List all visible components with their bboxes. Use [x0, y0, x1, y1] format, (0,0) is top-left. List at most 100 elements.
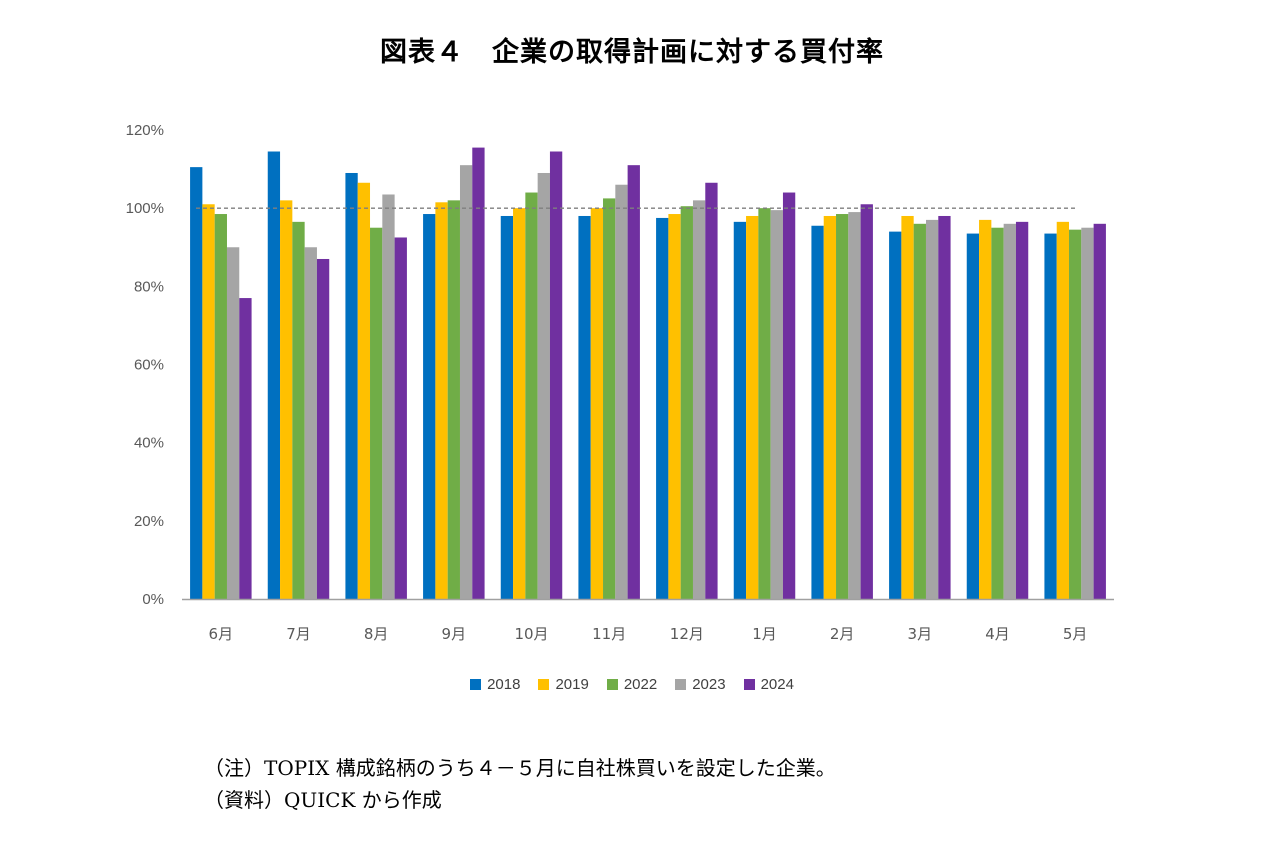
bar-2024-1 [316, 258, 330, 599]
bar-2019-7 [746, 215, 759, 600]
x-tick-label: 8月 [364, 625, 389, 643]
bar-2019-0 [202, 204, 215, 599]
bar-2022-10 [991, 227, 1004, 599]
bar-2024-2 [394, 237, 407, 600]
legend-swatch [470, 679, 482, 690]
y-tick-label: 0% [142, 591, 164, 608]
bar-2019-9 [901, 215, 914, 600]
x-tick-label: 3月 [908, 625, 933, 643]
bar-2023-11 [1081, 227, 1094, 599]
bar-2023-4 [537, 172, 550, 600]
bar-2018-7 [733, 221, 747, 599]
bar-2023-9 [925, 219, 939, 599]
bars-group [190, 147, 1106, 600]
bar-2022-0 [214, 214, 227, 599]
bar-2022-2 [370, 227, 383, 599]
bar-2022-1 [292, 221, 305, 599]
bar-2018-3 [423, 214, 436, 599]
legend-item-2022: 2022 [606, 676, 658, 693]
legend-swatch [538, 679, 550, 690]
bar-2018-8 [811, 225, 824, 599]
x-tick-label: 6月 [209, 625, 234, 643]
bar-2023-1 [304, 247, 317, 599]
bar-2023-3 [459, 165, 473, 600]
bar-2022-4 [525, 192, 538, 599]
legend-item-2023: 2023 [675, 676, 726, 693]
bar-2024-4 [549, 151, 563, 599]
bar-2023-8 [848, 212, 861, 599]
x-tick-label: 4月 [985, 625, 1010, 643]
bar-2019-4 [513, 208, 526, 600]
bar-2023-7 [770, 210, 783, 599]
legend-label: 2018 [487, 676, 521, 693]
bar-2018-2 [345, 172, 358, 600]
y-axis-ticks: 0% 20% 40% 60% 80% 100% 120% [126, 122, 164, 608]
legend: 2018 2019 2022 2023 2024 [0, 676, 1264, 693]
bar-2024-11 [1093, 223, 1106, 600]
y-tick-label: 20% [134, 513, 164, 530]
bar-2018-10 [966, 233, 980, 599]
legend-item-2019: 2019 [538, 676, 589, 693]
bar-2024-8 [860, 204, 873, 599]
bar-2024-7 [782, 192, 796, 599]
bar-2018-4 [500, 215, 514, 600]
y-tick-label: 40% [134, 435, 164, 452]
legend-item-2024: 2024 [743, 676, 794, 693]
y-tick-label: 100% [126, 200, 164, 217]
notes: （注）TOPIX 構成銘柄のうち４－５月に自社株買いを設定した企業。 （資料）Q… [204, 752, 836, 816]
x-tick-label: 12月 [670, 625, 704, 643]
bar-2022-11 [1069, 229, 1082, 599]
x-tick-label: 9月 [442, 625, 467, 643]
bar-2019-2 [357, 182, 371, 599]
legend-swatch [743, 679, 755, 690]
bar-2024-0 [239, 298, 252, 599]
bar-2023-0 [226, 247, 240, 599]
bar-2019-10 [979, 219, 992, 599]
bar-2019-11 [1056, 221, 1070, 599]
bar-2018-9 [889, 231, 902, 599]
bar-2019-6 [668, 214, 681, 599]
x-tick-label: 11月 [592, 625, 626, 643]
bar-2022-6 [680, 206, 693, 599]
bar-2023-6 [692, 200, 706, 599]
bar-2018-6 [656, 217, 669, 599]
bar-2023-5 [615, 184, 628, 599]
bar-2024-5 [627, 165, 640, 600]
legend-item-2018: 2018 [470, 676, 520, 693]
bar-2022-8 [836, 214, 849, 599]
bar-2023-10 [1003, 223, 1016, 600]
bar-2018-5 [578, 215, 591, 600]
chart-title: 図表４ 企業の取得計画に対する買付率 [380, 37, 884, 68]
bar-2024-3 [472, 147, 485, 599]
x-tick-label: 7月 [286, 625, 311, 643]
bar-2024-10 [1015, 221, 1029, 599]
bar-2024-6 [705, 182, 718, 599]
legend-label: 2022 [623, 676, 658, 693]
bar-2022-7 [758, 208, 771, 600]
x-tick-label: 10月 [514, 625, 548, 643]
x-axis-labels: 6月 7月 8月 9月 10月 11月 12月 1月 2月 3月 4月 5月 [209, 625, 1088, 643]
note-line: （注）TOPIX 構成銘柄のうち４－５月に自社株買いを設定した企業。 [204, 756, 836, 780]
bar-2018-1 [267, 151, 281, 599]
legend-swatch [606, 679, 618, 690]
y-tick-label: 80% [134, 278, 164, 295]
source-line: （資料）QUICK から作成 [204, 788, 442, 812]
bar-2024-9 [938, 215, 951, 600]
legend-label: 2023 [692, 676, 726, 693]
bar-2022-9 [913, 223, 926, 600]
bar-2019-3 [435, 202, 448, 600]
y-tick-label: 120% [126, 122, 164, 139]
legend-label: 2024 [760, 676, 794, 693]
bar-2019-8 [823, 215, 837, 600]
legend-swatch [675, 679, 687, 690]
y-tick-label: 60% [134, 357, 164, 374]
bar-2019-5 [590, 208, 604, 600]
bar-2018-0 [190, 167, 203, 599]
legend-label: 2019 [555, 676, 589, 693]
bar-2023-2 [382, 194, 395, 600]
x-tick-label: 2月 [830, 625, 855, 643]
bar-2019-1 [280, 200, 293, 599]
bar-2018-11 [1044, 233, 1057, 599]
x-tick-label: 5月 [1063, 625, 1088, 643]
